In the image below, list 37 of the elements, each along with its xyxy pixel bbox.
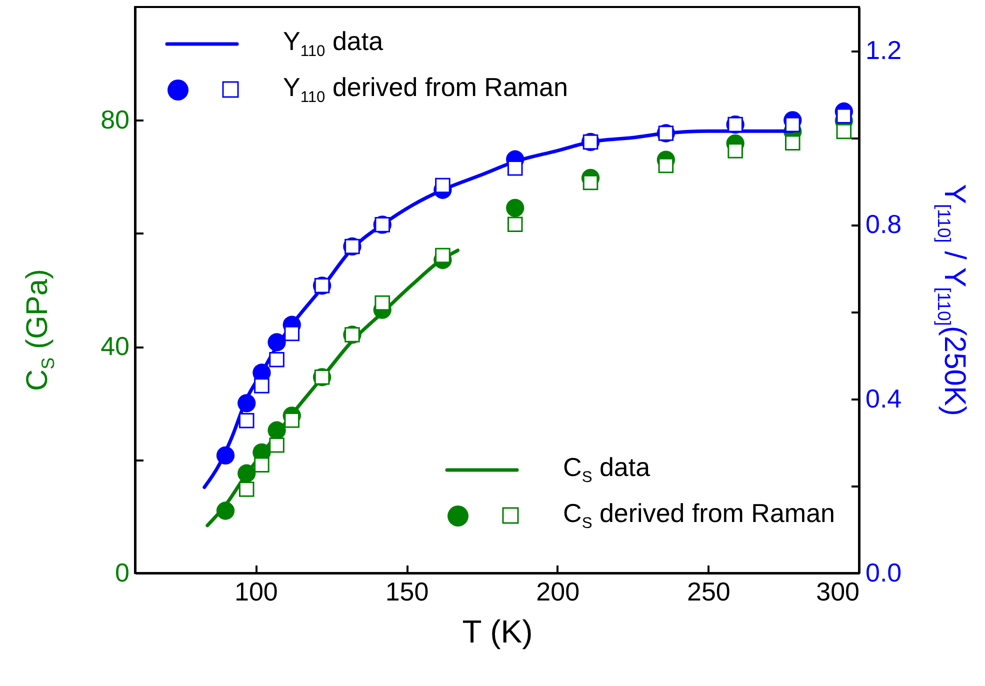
x-tick-label: 100	[234, 576, 278, 606]
y2-tick-label: 0.4	[866, 383, 902, 414]
point	[238, 464, 256, 482]
y-tick-label: 80	[100, 104, 130, 135]
point	[658, 158, 674, 174]
point	[507, 216, 523, 232]
y-tick-label: 0	[115, 558, 130, 588]
point	[216, 446, 235, 465]
x-tick-label: 300	[816, 576, 860, 606]
point	[582, 174, 598, 190]
legend-label: C$_{S}$ derived from Raman	[563, 498, 835, 532]
point	[268, 421, 286, 440]
point	[216, 502, 235, 520]
y-tick-label: 40	[100, 331, 130, 362]
point	[435, 178, 450, 194]
x-axis-title: T (K)	[462, 614, 533, 650]
y2-tick-label: 0.0	[866, 558, 902, 588]
point	[238, 394, 256, 412]
x-tick-label: 200	[536, 576, 580, 606]
line-series	[206, 248, 460, 528]
point	[784, 116, 800, 132]
legend-label: Y$_{110}$ derived from Raman	[283, 72, 568, 106]
y2-tick-label: 1.2	[866, 35, 902, 66]
point	[507, 160, 523, 176]
legend-label: Y$_{110}$ data	[283, 26, 384, 60]
point	[784, 135, 800, 150]
point	[435, 248, 450, 264]
x-tick-label: 150	[385, 576, 429, 606]
point	[506, 198, 524, 217]
point	[284, 412, 300, 428]
point	[374, 295, 390, 311]
point	[728, 143, 743, 158]
point	[268, 333, 286, 352]
point	[284, 326, 300, 342]
legend-label: C$_{S}$ data	[563, 452, 650, 486]
x-tick-label: 250	[686, 576, 730, 606]
y2-tick-label: 0.8	[866, 209, 902, 240]
